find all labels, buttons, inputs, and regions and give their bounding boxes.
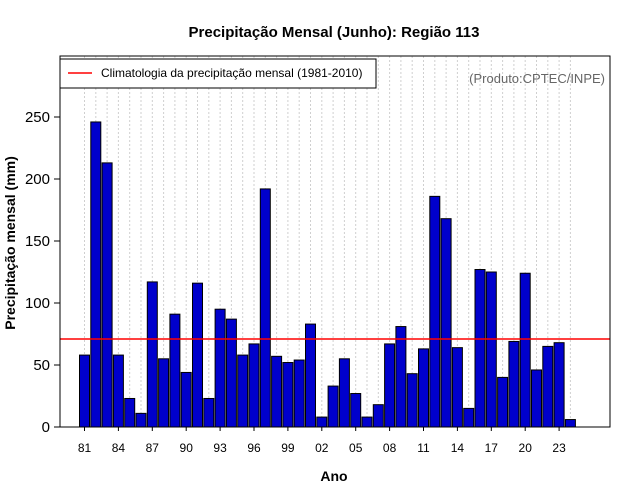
x-tick-label: 93	[213, 441, 227, 455]
x-tick-label: 84	[112, 441, 126, 455]
bar-2019	[508, 340, 520, 428]
legend-label: Climatologia da precipitação mensal (198…	[101, 66, 362, 80]
bar-1989	[169, 313, 181, 428]
x-axis-label: Ano	[320, 468, 347, 484]
x-tick-label: 81	[78, 441, 92, 455]
x-tick-label: 08	[383, 441, 397, 455]
bar-1987	[146, 281, 158, 428]
bar-1982	[90, 121, 102, 428]
bar-2016	[474, 269, 486, 428]
y-tick-label: 100	[25, 295, 50, 312]
bar-2015	[463, 407, 475, 428]
bar-2014	[451, 347, 463, 428]
bar-2011	[418, 348, 429, 428]
product-credit: (Produto:CPTEC/INPE)	[469, 71, 605, 86]
bar-1993	[214, 308, 226, 428]
bars	[79, 121, 576, 428]
x-tick-label: 23	[552, 441, 566, 455]
bar-1992	[203, 397, 215, 428]
bar-2004	[338, 358, 350, 428]
bar-1984	[112, 354, 124, 428]
bar-2002	[316, 416, 328, 428]
x-tick-label: 20	[519, 441, 533, 455]
y-tick-label: 150	[25, 233, 50, 250]
bar-2005	[350, 393, 362, 428]
x-tick-label: 02	[315, 441, 329, 455]
bar-1981	[79, 354, 90, 428]
bar-2018	[497, 376, 509, 428]
bar-1998	[271, 355, 283, 428]
bar-2000	[293, 359, 305, 428]
bar-2013	[440, 218, 452, 428]
bar-2009	[395, 326, 407, 428]
bar-1996	[248, 343, 260, 428]
x-axis: 81 84 87 90 93 96 99 02 05 08 11 14 17 20 23	[78, 427, 566, 455]
x-tick-label: 90	[180, 441, 194, 455]
chart-title: Precipitação Mensal (Junho): Região 113	[189, 24, 480, 41]
legend: Climatologia da precipitação mensal (198…	[59, 58, 377, 89]
y-tick-label: 200	[25, 171, 50, 188]
bar-1990	[180, 371, 192, 428]
bar-2023	[553, 342, 565, 428]
x-tick-label: 05	[349, 441, 363, 455]
bar-1994	[225, 318, 237, 428]
bar-1983	[101, 162, 113, 428]
bar-1999	[282, 362, 294, 428]
bar-1985	[124, 397, 136, 428]
bar-1997	[259, 188, 271, 428]
bar-2020	[519, 272, 531, 428]
bar-1988	[158, 358, 170, 428]
bar-2012	[429, 195, 441, 428]
y-tick-label: 250	[25, 109, 50, 126]
bar-2021	[531, 369, 542, 428]
x-tick-label: 87	[146, 441, 160, 455]
y-tick-label: 0	[42, 419, 50, 436]
bar-2010	[406, 373, 418, 428]
x-tick-label: 99	[281, 441, 295, 455]
y-axis-label: Precipitação mensal (mm)	[2, 156, 18, 330]
bar-1991	[192, 282, 203, 428]
y-axis: 0 50 100 150 200 250	[25, 109, 60, 436]
bar-2024	[564, 419, 576, 428]
bar-2017	[485, 271, 497, 428]
bar-1986	[135, 412, 147, 428]
x-tick-label: 17	[485, 441, 499, 455]
x-tick-label: 11	[417, 441, 430, 455]
x-tick-label: 96	[247, 441, 261, 455]
y-tick-label: 50	[33, 357, 50, 374]
legend-box	[59, 58, 377, 89]
bar-2022	[542, 345, 554, 428]
bar-2008	[384, 343, 396, 428]
bar-1995	[237, 354, 249, 428]
x-tick-label: 14	[451, 441, 465, 455]
bar-2003	[327, 385, 339, 428]
bar-2006	[361, 416, 373, 428]
bar-2007	[372, 404, 384, 428]
